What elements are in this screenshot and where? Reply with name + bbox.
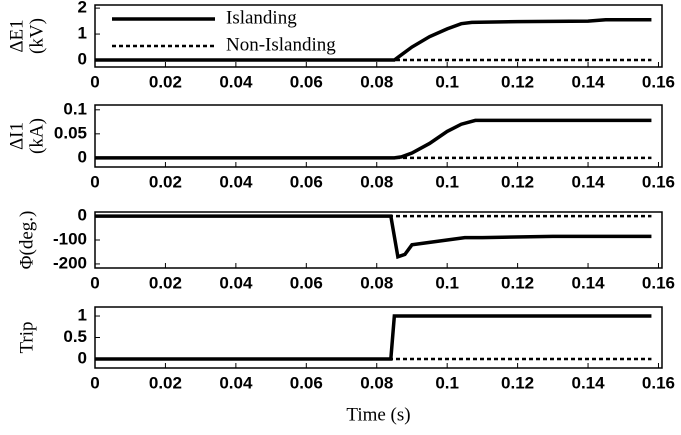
x-tick-label: 0.06 bbox=[290, 172, 323, 191]
y-tick-label: 0 bbox=[78, 147, 87, 166]
x-tick-label: 0.02 bbox=[149, 72, 182, 91]
x-tick-label: 0.14 bbox=[571, 72, 605, 91]
x-axis-label: Time (s) bbox=[346, 404, 410, 425]
x-tick-label: 0.16 bbox=[642, 72, 675, 91]
series-line bbox=[95, 314, 652, 361]
x-tick-label: 0.08 bbox=[360, 373, 393, 392]
x-tick-label: 0.02 bbox=[149, 273, 182, 292]
x-tick-label: 0.12 bbox=[501, 273, 534, 292]
x-tick-label: 0 bbox=[90, 373, 99, 392]
x-tick-label: 0.14 bbox=[571, 273, 605, 292]
x-tick-label: 0.16 bbox=[642, 273, 675, 292]
x-tick-label: 0.12 bbox=[501, 72, 534, 91]
axes-box bbox=[94, 104, 663, 168]
y-axis-label: ΔI1 bbox=[6, 122, 27, 150]
y-tick-label: 0 bbox=[78, 49, 87, 68]
x-tick-label: 0.06 bbox=[290, 273, 323, 292]
x-tick-label: 0.06 bbox=[290, 72, 323, 91]
x-tick-label: 0.08 bbox=[360, 172, 393, 191]
x-tick-label: 0.04 bbox=[219, 273, 253, 292]
x-tick-label: 0.1 bbox=[435, 273, 459, 292]
x-tick-label: 0.04 bbox=[219, 373, 253, 392]
x-tick-label: 0.1 bbox=[435, 72, 459, 91]
y-tick-label: 2 bbox=[78, 0, 87, 17]
x-tick-label: 0.12 bbox=[501, 172, 534, 191]
x-tick-label: 0.02 bbox=[149, 172, 182, 191]
y-tick-label: 0.05 bbox=[54, 123, 87, 142]
y-tick-label: 0.5 bbox=[63, 327, 87, 346]
y-tick-label: 1 bbox=[78, 24, 87, 43]
y-axis-label: ΔE1 bbox=[6, 19, 27, 52]
y-tick-label: 0 bbox=[78, 206, 87, 225]
y-axis-label: (kA) bbox=[26, 118, 47, 154]
y-axis-label: Trip bbox=[16, 321, 37, 353]
axes-box bbox=[94, 211, 663, 269]
x-tick-label: 0 bbox=[90, 72, 99, 91]
x-tick-label: 0.16 bbox=[642, 172, 675, 191]
x-tick-label: 0 bbox=[90, 273, 99, 292]
x-tick-label: 0.16 bbox=[642, 373, 675, 392]
axes-box bbox=[94, 4, 663, 68]
x-tick-label: 0.04 bbox=[219, 172, 253, 191]
x-tick-label: 0.08 bbox=[360, 72, 393, 91]
y-tick-label: 0 bbox=[78, 348, 87, 367]
series-line bbox=[95, 118, 652, 160]
x-tick-label: 0.14 bbox=[571, 373, 605, 392]
x-tick-label: 0.06 bbox=[290, 373, 323, 392]
x-tick-label: 0.04 bbox=[219, 72, 253, 91]
y-tick-label: 1 bbox=[78, 306, 87, 325]
legend-label: Islanding bbox=[226, 7, 297, 28]
y-tick-label: -100 bbox=[53, 229, 87, 248]
x-tick-label: 0.08 bbox=[360, 273, 393, 292]
series-line bbox=[95, 18, 652, 62]
y-axis-label: (kV) bbox=[26, 18, 47, 54]
x-tick-label: 0 bbox=[90, 172, 99, 191]
y-tick-label: -200 bbox=[53, 253, 87, 272]
x-tick-label: 0.14 bbox=[571, 172, 605, 191]
x-tick-label: 0.02 bbox=[149, 373, 182, 392]
legend-label: Non-Islanding bbox=[226, 34, 336, 55]
x-tick-label: 0.1 bbox=[435, 172, 459, 191]
y-axis-label: Φ(deg.) bbox=[16, 211, 37, 270]
x-tick-label: 0.12 bbox=[501, 373, 534, 392]
series-line bbox=[95, 214, 652, 260]
y-tick-label: 0.1 bbox=[63, 99, 87, 118]
x-tick-label: 0.1 bbox=[435, 373, 459, 392]
